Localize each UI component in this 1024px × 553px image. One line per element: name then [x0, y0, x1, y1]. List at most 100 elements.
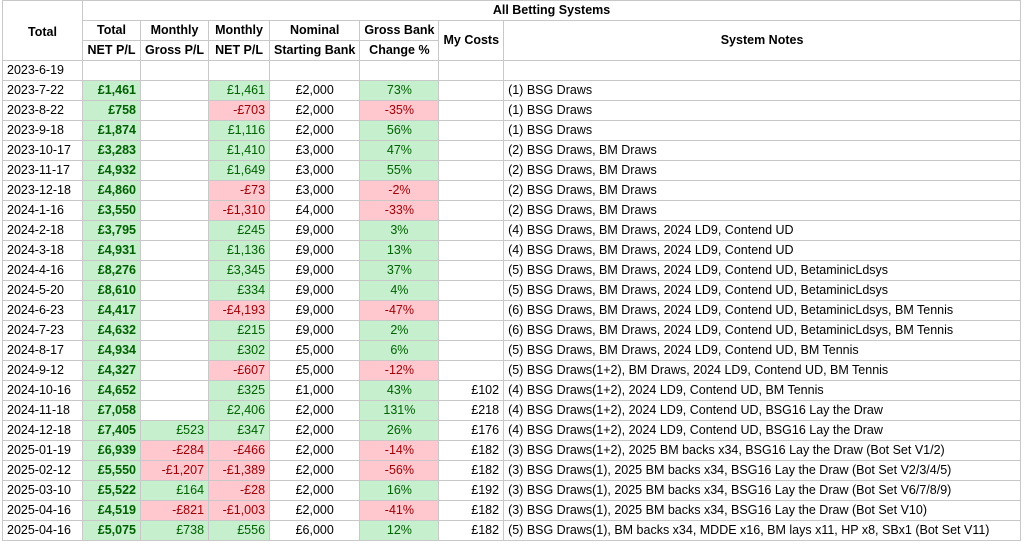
monthly-net-cell[interactable]: -£73	[208, 180, 271, 201]
costs-cell[interactable]: £182	[438, 460, 505, 481]
bank-change-cell[interactable]: 55%	[359, 160, 440, 181]
date-cell[interactable]: 2023-7-22	[2, 80, 83, 101]
bank-change-cell[interactable]: 43%	[359, 380, 440, 401]
total-net-cell[interactable]: £7,405	[82, 420, 141, 441]
costs-cell[interactable]	[438, 160, 505, 181]
starting-bank-cell[interactable]: £9,000	[269, 220, 361, 241]
starting-bank-cell[interactable]: £2,000	[269, 100, 361, 121]
col-header-monthly-net-1[interactable]: Monthly	[208, 20, 271, 41]
starting-bank-cell[interactable]: £2,000	[269, 460, 361, 481]
date-cell[interactable]: 2024-1-16	[2, 200, 83, 221]
bank-change-cell[interactable]: 56%	[359, 120, 440, 141]
notes-cell[interactable]: (6) BSG Draws, BM Draws, 2024 LD9, Conte…	[503, 300, 1022, 321]
total-net-cell[interactable]: £4,417	[82, 300, 141, 321]
notes-cell[interactable]: (3) BSG Draws(1), 2025 BM backs x34, BSG…	[503, 460, 1022, 481]
col-header-starting-bank-2[interactable]: Starting Bank	[269, 40, 361, 61]
costs-cell[interactable]	[438, 60, 505, 81]
total-net-cell[interactable]: £4,327	[82, 360, 141, 381]
starting-bank-cell[interactable]: £2,000	[269, 500, 361, 521]
total-net-cell[interactable]: £5,550	[82, 460, 141, 481]
total-net-cell[interactable]: £5,075	[82, 520, 141, 541]
monthly-gross-cell[interactable]: £164	[139, 480, 210, 501]
costs-cell[interactable]: £102	[438, 380, 505, 401]
date-cell[interactable]: 2024-9-12	[2, 360, 83, 381]
monthly-gross-cell[interactable]	[139, 160, 210, 181]
costs-cell[interactable]	[438, 340, 505, 361]
monthly-gross-cell[interactable]	[139, 340, 210, 361]
bank-change-cell[interactable]: 4%	[359, 280, 440, 301]
starting-bank-cell[interactable]: £9,000	[269, 260, 361, 281]
bank-change-cell[interactable]: -14%	[359, 440, 440, 461]
bank-change-cell[interactable]: 6%	[359, 340, 440, 361]
total-net-cell[interactable]: £4,860	[82, 180, 141, 201]
col-header-costs[interactable]: My Costs	[438, 20, 505, 61]
total-net-cell[interactable]: £3,550	[82, 200, 141, 221]
starting-bank-cell[interactable]: £2,000	[269, 80, 361, 101]
monthly-net-cell[interactable]	[208, 60, 271, 81]
total-net-cell[interactable]: £5,522	[82, 480, 141, 501]
bank-change-cell[interactable]: -12%	[359, 360, 440, 381]
bank-change-cell[interactable]: 73%	[359, 80, 440, 101]
costs-cell[interactable]: £182	[438, 440, 505, 461]
date-cell[interactable]: 2024-2-18	[2, 220, 83, 241]
monthly-gross-cell[interactable]	[139, 200, 210, 221]
starting-bank-cell[interactable]: £9,000	[269, 320, 361, 341]
monthly-gross-cell[interactable]	[139, 100, 210, 121]
notes-cell[interactable]: (5) BSG Draws(1), BM backs x34, MDDE x16…	[503, 520, 1022, 541]
notes-cell[interactable]: (6) BSG Draws, BM Draws, 2024 LD9, Conte…	[503, 320, 1022, 341]
notes-cell[interactable]: (1) BSG Draws	[503, 120, 1022, 141]
monthly-net-cell[interactable]: £302	[208, 340, 271, 361]
monthly-net-cell[interactable]: £1,136	[208, 240, 271, 261]
monthly-net-cell[interactable]: -£703	[208, 100, 271, 121]
monthly-gross-cell[interactable]	[139, 380, 210, 401]
date-cell[interactable]: 2023-11-17	[2, 160, 83, 181]
costs-cell[interactable]: £218	[438, 400, 505, 421]
monthly-net-cell[interactable]: -£1,310	[208, 200, 271, 221]
total-net-cell[interactable]: £4,931	[82, 240, 141, 261]
date-cell[interactable]: 2025-03-10	[2, 480, 83, 501]
notes-cell[interactable]	[503, 60, 1022, 81]
notes-cell[interactable]: (1) BSG Draws	[503, 100, 1022, 121]
monthly-net-cell[interactable]: £245	[208, 220, 271, 241]
date-cell[interactable]: 2024-10-16	[2, 380, 83, 401]
monthly-gross-cell[interactable]	[139, 220, 210, 241]
starting-bank-cell[interactable]: £9,000	[269, 300, 361, 321]
monthly-net-cell[interactable]: -£1,389	[208, 460, 271, 481]
col-header-total-net-2[interactable]: NET P/L	[82, 40, 141, 61]
bank-change-cell[interactable]	[359, 60, 440, 81]
monthly-gross-cell[interactable]: £523	[139, 420, 210, 441]
total-header-cell[interactable]: Total	[2, 0, 83, 61]
date-cell[interactable]: 2024-8-17	[2, 340, 83, 361]
monthly-gross-cell[interactable]	[139, 80, 210, 101]
monthly-gross-cell[interactable]	[139, 260, 210, 281]
notes-cell[interactable]: (1) BSG Draws	[503, 80, 1022, 101]
col-header-total-net-1[interactable]: Total	[82, 20, 141, 41]
costs-cell[interactable]	[438, 300, 505, 321]
date-cell[interactable]: 2023-6-19	[2, 60, 83, 81]
starting-bank-cell[interactable]: £2,000	[269, 480, 361, 501]
date-cell[interactable]: 2023-10-17	[2, 140, 83, 161]
starting-bank-cell[interactable]: £3,000	[269, 160, 361, 181]
costs-cell[interactable]: £192	[438, 480, 505, 501]
col-header-monthly-gross-2[interactable]: Gross P/L	[139, 40, 210, 61]
col-header-starting-bank-1[interactable]: Nominal	[269, 20, 361, 41]
starting-bank-cell[interactable]: £2,000	[269, 420, 361, 441]
bank-change-cell[interactable]: -47%	[359, 300, 440, 321]
date-cell[interactable]: 2024-12-18	[2, 420, 83, 441]
bank-change-cell[interactable]: 26%	[359, 420, 440, 441]
monthly-net-cell[interactable]: £1,116	[208, 120, 271, 141]
date-cell[interactable]: 2025-04-16	[2, 500, 83, 521]
monthly-gross-cell[interactable]	[139, 180, 210, 201]
date-cell[interactable]: 2023-9-18	[2, 120, 83, 141]
monthly-gross-cell[interactable]	[139, 120, 210, 141]
monthly-net-cell[interactable]: -£1,003	[208, 500, 271, 521]
bank-change-cell[interactable]: 131%	[359, 400, 440, 421]
date-cell[interactable]: 2023-8-22	[2, 100, 83, 121]
notes-cell[interactable]: (3) BSG Draws(1), 2025 BM backs x34, BSG…	[503, 480, 1022, 501]
notes-cell[interactable]: (3) BSG Draws(1), 2025 BM backs x34, BSG…	[503, 500, 1022, 521]
notes-cell[interactable]: (4) BSG Draws(1+2), 2024 LD9, Contend UD…	[503, 400, 1022, 421]
costs-cell[interactable]	[438, 180, 505, 201]
starting-bank-cell[interactable]: £3,000	[269, 140, 361, 161]
costs-cell[interactable]	[438, 200, 505, 221]
total-net-cell[interactable]: £4,519	[82, 500, 141, 521]
